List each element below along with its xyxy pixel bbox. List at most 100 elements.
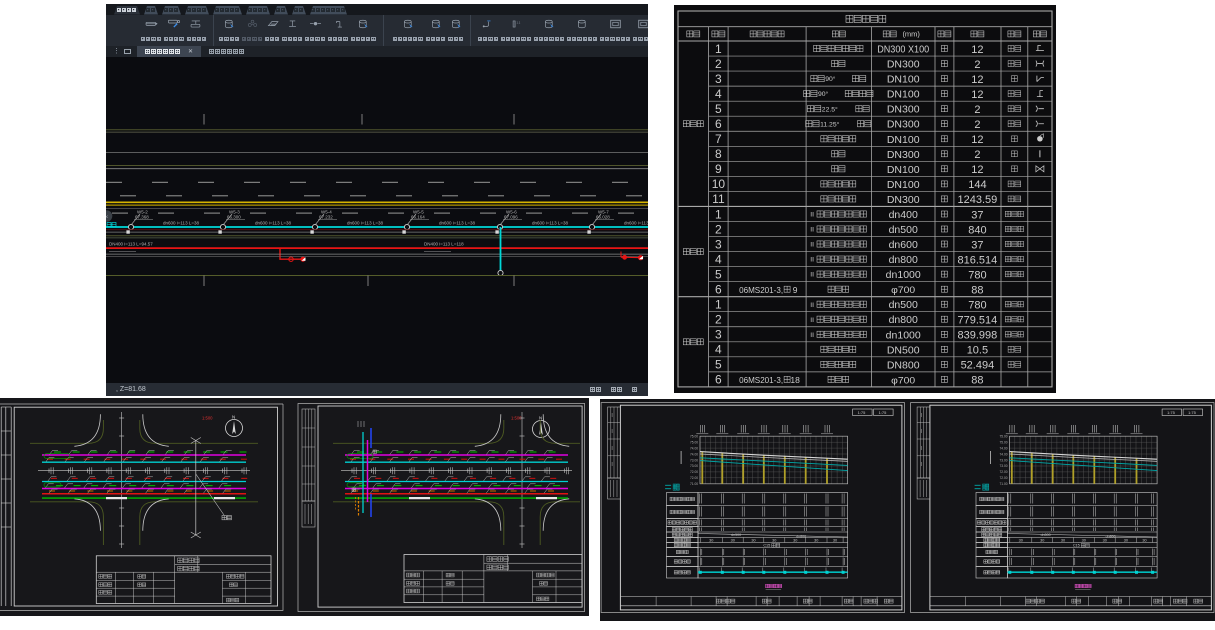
svg-text:3: 3 [715,328,722,342]
svg-text:dn600 i=113 L=38: dn600 i=113 L=38 [255,221,291,226]
svg-text:37: 37 [971,239,983,251]
svg-text:66.300: 66.300 [227,215,241,220]
svg-text:7: 7 [715,132,722,146]
svg-text:72.00: 72.00 [1000,476,1008,480]
svg-text:12: 12 [971,164,983,176]
svg-text:75.00: 75.00 [690,435,698,439]
svg-text:67.232: 67.232 [319,215,333,220]
svg-text:2: 2 [974,149,980,161]
svg-text:10: 10 [712,177,726,191]
svg-text:5: 5 [715,267,722,281]
svg-text:10.5: 10.5 [967,345,988,357]
svg-text:dn600 i=113 L=38: dn600 i=113 L=38 [439,221,475,226]
svg-text:II: II [810,227,814,234]
svg-text:06MS201-3,: 06MS201-3, [739,285,783,295]
svg-text:37: 37 [971,209,983,221]
svg-text:30: 30 [772,539,776,543]
svg-text:W5-4: W5-4 [321,210,332,215]
svg-text:88: 88 [971,375,983,387]
svg-text:2: 2 [974,119,980,131]
svg-text:12: 12 [971,74,983,86]
svg-text:DN300: DN300 [887,59,920,71]
svg-text:3: 3 [715,237,722,251]
svg-text:06MS201-3,: 06MS201-3, [739,375,783,385]
svg-text:73.00: 73.00 [690,464,698,468]
svg-text:74.00: 74.00 [1000,452,1008,456]
svg-text:C15: C15 [763,544,770,548]
svg-text:DN300: DN300 [887,119,920,131]
svg-text:dn800: dn800 [796,535,806,539]
svg-text:4: 4 [715,87,722,101]
svg-text:1: 1 [715,207,722,221]
svg-text:52.494: 52.494 [961,360,995,372]
svg-text:2: 2 [715,222,722,236]
svg-text:75.00: 75.00 [1000,441,1008,445]
svg-text:dn500: dn500 [731,533,741,537]
svg-text:4: 4 [715,252,722,266]
svg-text:II: II [810,272,814,279]
svg-text:779.514: 779.514 [958,315,998,327]
svg-text:II: II [810,302,814,309]
svg-text:75.00: 75.00 [1000,435,1008,439]
svg-text:73.00: 73.00 [690,458,698,462]
svg-text:74.00: 74.00 [690,452,698,456]
svg-text:6: 6 [715,117,722,131]
svg-text:II: II [810,317,814,324]
svg-text:DN300: DN300 [887,194,920,206]
svg-text:8: 8 [715,147,722,161]
svg-text:DN300 X100: DN300 X100 [877,44,929,56]
svg-text:dn600: dn600 [889,239,918,251]
svg-text:1:500: 1:500 [202,416,213,421]
svg-text:DN300: DN300 [887,149,920,161]
svg-text:30: 30 [814,539,818,543]
svg-text:DN500: DN500 [887,344,920,356]
svg-text:66.028: 66.028 [596,215,610,220]
svg-text:30: 30 [1103,539,1107,543]
svg-text:30: 30 [1124,539,1128,543]
svg-text:N: N [232,415,235,420]
svg-text:dn1000: dn1000 [886,329,921,341]
svg-text:74.00: 74.00 [1000,446,1008,450]
svg-text:4: 4 [715,343,722,357]
svg-text:W5-3: W5-3 [229,210,240,215]
svg-text:66.164: 66.164 [411,215,425,220]
svg-text:dn800: dn800 [889,254,918,266]
svg-text:18: 18 [790,375,800,385]
svg-text:DN100: DN100 [887,179,920,191]
svg-text:816.514: 816.514 [958,254,998,266]
svg-text:75.00: 75.00 [690,441,698,445]
svg-text:5: 5 [715,358,722,372]
svg-text:6: 6 [715,373,722,387]
svg-text:II: II [810,257,814,264]
svg-text:22.5°: 22.5° [822,105,838,113]
svg-text:DN100: DN100 [887,74,920,86]
svg-text:3: 3 [715,72,722,86]
svg-text:30: 30 [1040,539,1044,543]
svg-text:dn500: dn500 [889,224,918,236]
svg-text:dn800: dn800 [1106,535,1116,539]
svg-text:1: 1 [715,42,722,56]
svg-text:12: 12 [971,134,983,146]
svg-text:DN400 i=113 L=94.57: DN400 i=113 L=94.57 [109,242,153,247]
svg-text:W5-2: W5-2 [137,210,148,215]
svg-text:12: 12 [971,89,983,101]
svg-text:1:75: 1:75 [1167,410,1176,415]
svg-text:9: 9 [715,162,722,176]
svg-text:W5-6: W5-6 [506,210,517,215]
svg-text:C15: C15 [1073,544,1080,548]
svg-text:dn800: dn800 [889,314,918,326]
svg-text:1:75: 1:75 [1188,410,1197,415]
svg-text:839.998: 839.998 [958,330,998,342]
svg-text:II: II [810,212,814,219]
svg-text:72.00: 72.00 [690,470,698,474]
svg-text:30: 30 [709,539,713,543]
svg-text:II: II [810,332,814,339]
svg-text:88: 88 [971,285,983,297]
svg-text:W5-7: W5-7 [598,210,609,215]
svg-text:30: 30 [731,539,735,543]
svg-text:11.25°: 11.25° [820,120,840,128]
svg-text:90°: 90° [825,75,836,83]
svg-text:71.00: 71.00 [690,482,698,486]
svg-text:71.00: 71.00 [1000,482,1008,486]
svg-text:9: 9 [793,285,798,295]
